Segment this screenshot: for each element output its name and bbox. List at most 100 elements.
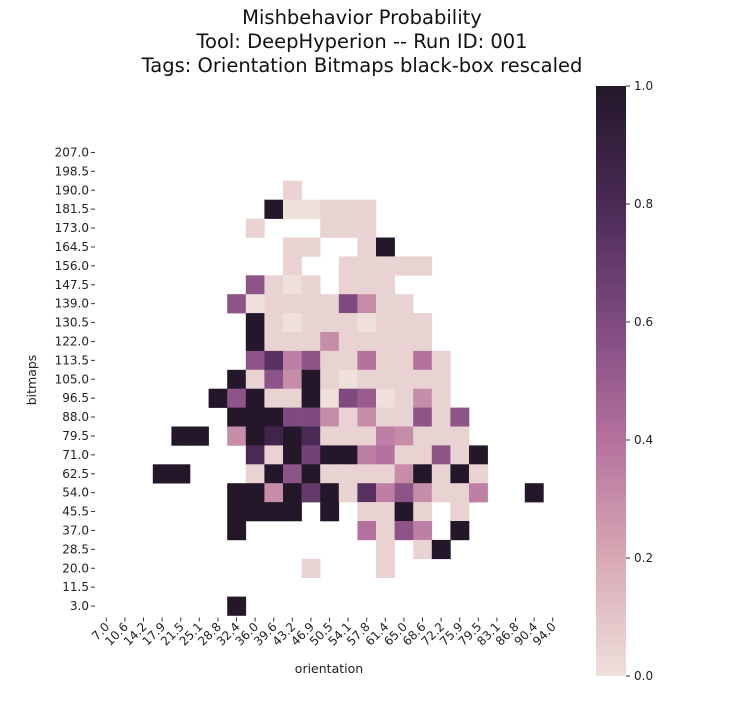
heatmap-cell: [283, 294, 302, 314]
heatmap-cell: [264, 483, 284, 503]
heatmap-cell: [450, 445, 470, 465]
heatmap-cell: [264, 426, 284, 446]
heatmap-cell: [227, 596, 247, 616]
heatmap-cell: [264, 464, 284, 484]
heatmap-cell: [469, 445, 488, 465]
heatmap-cell: [376, 521, 395, 541]
heatmap-cell: [394, 483, 414, 503]
heatmap-cell: [376, 483, 395, 503]
heatmap-cell: [320, 218, 340, 238]
colorbar-tick-label: 0.0: [634, 669, 653, 683]
heatmap-cell: [338, 350, 358, 371]
x-axis-label: orientation: [295, 661, 363, 676]
heatmap-cell: [413, 483, 433, 503]
heatmap-cell: [338, 407, 358, 427]
y-tick-label: 96.5: [62, 391, 89, 405]
heatmap-cell: [413, 313, 433, 333]
heatmap-cell: [376, 464, 395, 484]
heatmap-cell: [245, 502, 265, 522]
heatmap-cell: [450, 426, 470, 446]
y-tick-label: 71.0: [62, 448, 89, 462]
y-tick-label: 147.5: [55, 278, 89, 292]
heatmap-cell: [245, 445, 265, 465]
heatmap-cell: [338, 294, 358, 314]
heatmap-cell: [394, 426, 414, 446]
y-tick-label: 113.5: [55, 353, 89, 367]
heatmap-cell: [320, 388, 340, 408]
heatmap-cell: [413, 350, 433, 371]
y-tick-label: 105.0: [55, 372, 89, 386]
heatmap-cell: [357, 426, 377, 446]
heatmap-cell: [227, 369, 247, 389]
heatmap-cell: [283, 256, 302, 276]
y-tick-label: 62.5: [62, 467, 89, 481]
heatmap-cell: [431, 388, 451, 408]
y-tick-label: 207.0: [55, 145, 89, 159]
heatmap-cell: [227, 388, 247, 408]
heatmap-cell: [357, 445, 377, 465]
heatmap-cell: [357, 350, 377, 371]
heatmap-cell: [394, 445, 414, 465]
heatmap-cell: [376, 256, 395, 276]
colorbar-tick-label: 0.4: [634, 433, 653, 447]
heatmap-cell: [357, 464, 377, 484]
heatmap-cell: [283, 199, 302, 219]
heatmap-cell: [264, 332, 284, 352]
heatmap-cell: [320, 502, 340, 522]
heatmap-cell: [338, 445, 358, 465]
heatmap-cell: [376, 237, 395, 257]
heatmap-cell: [394, 350, 414, 371]
heatmap-cell: [394, 407, 414, 427]
heatmap-cell: [338, 218, 358, 238]
heatmap-cell: [301, 445, 321, 465]
heatmap-cell: [413, 445, 433, 465]
chart-title-line-3: Tags: Orientation Bitmaps black-box resc…: [141, 54, 583, 77]
heatmap-cell: [394, 369, 414, 389]
heatmap-cell: [394, 521, 414, 541]
heatmap-cell: [394, 388, 414, 408]
heatmap-cell: [320, 332, 340, 352]
heatmap-cell: [171, 426, 191, 446]
y-tick-label: 198.5: [55, 164, 89, 178]
colorbar-ticks: 0.0 0.2 0.4 0.6 0.8 1.0: [626, 79, 653, 683]
heatmap-cell: [283, 275, 302, 295]
heatmap-cell: [376, 275, 395, 295]
heatmap-cell: [413, 464, 433, 484]
y-tick-label: 190.0: [55, 183, 89, 197]
heatmap-cell: [264, 199, 284, 219]
heatmap-cell: [357, 313, 377, 333]
heatmap-cell: [301, 350, 321, 371]
heatmap-cell: [376, 369, 395, 389]
heatmap-cell: [376, 332, 395, 352]
heatmap-cell: [301, 407, 321, 427]
heatmap-cell: [320, 199, 340, 219]
y-tick-label: 20.0: [62, 561, 89, 575]
y-tick-label: 11.5: [62, 580, 89, 594]
heatmap-cell: [283, 332, 302, 352]
y-tick-label: 37.0: [62, 523, 89, 537]
heatmap-cell: [413, 407, 433, 427]
heatmap-cell: [301, 483, 321, 503]
heatmap-cell: [357, 521, 377, 541]
heatmap-cell: [394, 332, 414, 352]
y-tick-label: 122.0: [55, 334, 89, 348]
heatmap-cell: [320, 294, 340, 314]
heatmap-cell: [283, 426, 302, 446]
heatmap-cell: [413, 388, 433, 408]
chart-title-line-1: Mishbehavior Probability: [242, 6, 482, 29]
chart-title-line-2: Tool: DeepHyperion -- Run ID: 001: [195, 30, 527, 53]
heatmap-cell: [190, 426, 209, 446]
heatmap-cell: [245, 464, 265, 484]
heatmap-cell: [357, 483, 377, 503]
heatmap-cell: [283, 237, 302, 257]
colorbar-tick-label: 0.8: [634, 197, 653, 211]
y-tick-label: 45.5: [62, 505, 89, 519]
heatmap-cell: [227, 294, 247, 314]
heatmap-cell: [301, 426, 321, 446]
heatmap-cells: [152, 180, 544, 616]
y-tick-label: 3.0: [70, 599, 89, 613]
y-tick-label: 164.5: [55, 240, 89, 254]
heatmap-cell: [357, 388, 377, 408]
heatmap-cell: [245, 313, 265, 333]
